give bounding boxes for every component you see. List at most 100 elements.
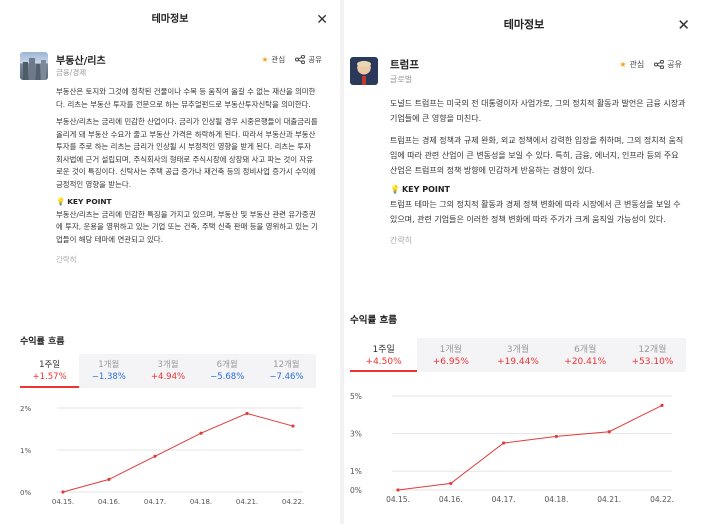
period-tab[interactable]: 6개월 +20.41% — [552, 338, 619, 372]
theme-panel-trump: 테마정보 ✕ 트럼프 글로벌 ★ 관심 공유 도널드 트럼프는 미국의 전 대통… — [344, 0, 704, 524]
theme-detail: 부동산/리츠는 금리에 민감한 산업이다. 금리가 인상될 경우 시중은행들이 … — [56, 117, 318, 189]
period-tab-value: −7.46% — [269, 372, 304, 382]
data-point — [449, 481, 453, 486]
panel-header: 테마정보 ✕ — [344, 0, 704, 50]
x-tick-label: 04.21. — [236, 498, 258, 506]
period-tab-value: +6.95% — [432, 357, 469, 367]
y-tick-label: 1% — [20, 447, 31, 455]
theme-category: 글로벌 — [390, 75, 413, 84]
y-tick-label: 5% — [350, 392, 362, 401]
share-label: 공유 — [308, 55, 322, 64]
period-tab-label: 3개월 — [506, 345, 530, 355]
data-point — [554, 434, 558, 439]
period-tabs: 1주일 +4.50% 1개월 +6.95% 3개월 +19.44% 6개월 +20.41% 12… — [350, 338, 686, 372]
key-point-text: 트럼프 테마는 그의 정치적 활동과 경제 정책 변화에 따라 시장에서 큰 변… — [390, 200, 681, 224]
series-line — [397, 404, 663, 491]
key-point-title: KEY POINT — [401, 185, 451, 194]
series-line — [62, 412, 294, 493]
data-point — [199, 431, 203, 435]
data-point — [660, 403, 664, 407]
y-tick-label: 0% — [20, 489, 31, 497]
period-tab-label: 12개월 — [273, 360, 300, 370]
x-tick-label: 04.15. — [52, 498, 74, 506]
period-tab-value: +53.10% — [631, 357, 674, 367]
theme-name: 트럼프 — [390, 59, 419, 71]
x-tick-label: 04.21. — [597, 495, 621, 504]
data-point — [153, 454, 157, 458]
close-icon[interactable]: ✕ — [677, 16, 690, 34]
period-tab-value: −5.68% — [210, 372, 245, 382]
data-point — [502, 441, 506, 445]
data-point — [245, 411, 249, 416]
y-tick-label: 3% — [350, 430, 362, 439]
theme-description: 부동산은 토지와 그것에 정착된 건물이나 수목 등 움직여 옮길 수 없는 재… — [56, 87, 316, 109]
returns-chart: 0% 1% 2% 04.15. 04.16. 04.17. 04.18. 04.21. 04.2… — [20, 405, 304, 506]
period-tab[interactable]: 3개월 +19.44% — [484, 338, 551, 372]
period-tab[interactable]: 1주일 +1.57% — [20, 354, 80, 388]
x-tick-label: 04.17. — [492, 495, 516, 504]
panel-header: 테마정보 ✕ — [0, 0, 340, 40]
x-tick-label: 04.22. — [650, 495, 674, 504]
key-point-title: KEY POINT — [67, 197, 112, 206]
period-tab[interactable]: 3개월 +4.94% — [138, 354, 197, 388]
x-tick-label: 04.17. — [144, 498, 166, 506]
portrait-image-icon — [357, 61, 371, 85]
star-icon: ★ — [261, 55, 269, 64]
period-tab-label: 6개월 — [574, 345, 597, 355]
returns-chart: 0% 1% 3% 5% 04.15. 04.16. 04.17. 04.18. 04.21. 04… — [350, 392, 674, 504]
key-point-text: 부동산/리츠는 금리에 민감한 특징을 가지고 있으며, 부동산 및 부동산 관… — [56, 209, 318, 244]
period-tab[interactable]: 12개월 −7.46% — [257, 354, 316, 388]
x-tick-label: 04.16. — [439, 495, 463, 504]
lightbulb-icon: 💡 — [56, 197, 66, 206]
x-tick-label: 04.16. — [98, 498, 120, 506]
returns-section-title: 수익률 흐름 — [350, 315, 398, 326]
star-icon: ★ — [619, 60, 627, 69]
theme-description: 도널드 트럼프는 미국의 전 대통령이자 사업가로, 그의 정치적 활동과 발언… — [390, 99, 686, 123]
period-tab[interactable]: 6개월 −5.68% — [198, 354, 257, 388]
y-tick-label: 0% — [350, 486, 362, 495]
period-tab-value: +4.94% — [150, 372, 186, 382]
x-tick-label: 04.18. — [190, 498, 212, 506]
y-tick-label: 2% — [20, 405, 31, 413]
theme-thumbnail — [350, 57, 378, 85]
brief-toggle[interactable]: 간략히 — [390, 236, 413, 245]
share-label: 공유 — [667, 60, 682, 69]
data-point — [291, 424, 295, 428]
period-tab-value: +1.57% — [32, 372, 67, 382]
period-tab-value: +4.50% — [365, 357, 402, 367]
y-tick-label: 1% — [350, 467, 362, 476]
key-point-heading: 💡 KEY POINT — [390, 182, 686, 197]
x-tick-label: 04.18. — [544, 495, 568, 504]
x-tick-label: 04.15. — [386, 495, 410, 504]
share-button[interactable]: 공유 — [654, 59, 682, 70]
period-tab-label: 6개월 — [216, 360, 238, 370]
brief-toggle[interactable]: 간략히 — [56, 255, 77, 264]
theme-actions: ★ 관심 공유 — [619, 59, 682, 70]
interest-button[interactable]: ★ 관심 — [262, 54, 286, 65]
key-point-heading: 💡 KEY POINT — [56, 196, 318, 209]
interest-button[interactable]: ★ 관심 — [619, 59, 644, 70]
period-tabs: 1주일 +1.57% 1개월 −1.38% 3개월 +4.94% 6개월 −5.68% 12개월… — [20, 354, 316, 388]
period-tab[interactable]: 1개월 −1.38% — [79, 354, 138, 388]
period-tab[interactable]: 1주일 +4.50% — [350, 338, 418, 372]
theme-detail: 트럼프는 경제 정책과 규제 완화, 외교 정책에서 강력한 입장을 취하며, … — [390, 136, 684, 175]
data-point — [107, 477, 111, 481]
period-tab[interactable]: 12개월 +53.10% — [619, 338, 686, 372]
theme-name: 부동산/리츠 — [56, 56, 106, 67]
theme-body: 부동산은 토지와 그것에 정착된 건물이나 수목 등 움직여 옮길 수 없는 재… — [56, 86, 318, 272]
period-tab-label: 1주일 — [39, 360, 61, 370]
data-point — [607, 430, 611, 434]
close-icon[interactable]: ✕ — [316, 12, 328, 28]
returns-section-title: 수익률 흐름 — [20, 337, 65, 347]
theme-body: 도널드 트럼프는 미국의 전 대통령이자 사업가로, 그의 정치적 활동과 발언… — [390, 96, 686, 253]
share-button[interactable]: 공유 — [295, 54, 322, 65]
interest-label: 관심 — [271, 55, 286, 64]
period-tab-label: 3개월 — [157, 360, 179, 370]
period-tab[interactable]: 1개월 +6.95% — [417, 338, 484, 372]
period-tab-value: −1.38% — [91, 372, 126, 382]
x-tick-label: 04.22. — [282, 498, 304, 506]
share-icon — [295, 55, 306, 64]
header-title: 테마정보 — [151, 14, 189, 25]
period-tab-value: +20.41% — [564, 357, 607, 367]
period-tab-label: 1개월 — [98, 360, 120, 370]
